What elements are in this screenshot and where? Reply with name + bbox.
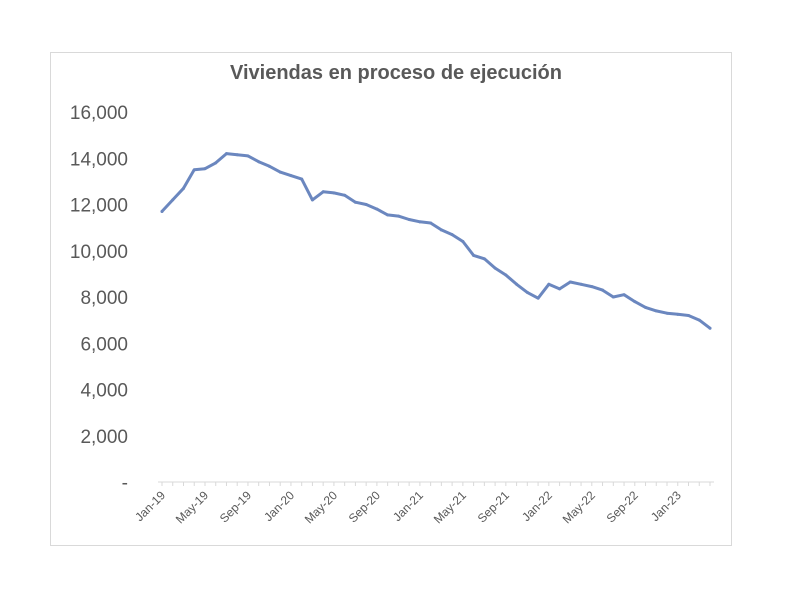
- data-point: [601, 288, 605, 292]
- data-point: [396, 214, 400, 218]
- data-point: [257, 160, 261, 164]
- y-tick-label: 6,000: [80, 334, 128, 355]
- data-point: [482, 257, 486, 261]
- x-tick-label: Jan-22: [519, 488, 555, 524]
- y-tick-label: 14,000: [70, 149, 128, 170]
- data-point: [160, 209, 164, 213]
- x-tick-label: Jan-23: [648, 488, 684, 524]
- data-point: [676, 312, 680, 316]
- data-point: [310, 198, 314, 202]
- x-tick-label: May-20: [302, 488, 340, 526]
- data-point: [461, 240, 465, 243]
- x-tick-label: May-19: [173, 488, 211, 526]
- y-tick-label: 2,000: [80, 427, 128, 448]
- x-tick-label: May-22: [560, 488, 598, 526]
- data-point: [278, 170, 282, 174]
- data-point: [633, 300, 637, 304]
- data-point: [644, 305, 648, 309]
- data-point: [493, 266, 497, 270]
- data-point: [654, 309, 658, 313]
- y-tick-label: 8,000: [80, 288, 128, 309]
- data-point: [450, 233, 454, 237]
- chart-title: Viviendas en proceso de ejecución: [230, 62, 562, 84]
- data-point: [181, 186, 185, 190]
- data-point: [267, 164, 271, 168]
- x-tick-label: Jan-20: [261, 488, 297, 524]
- data-point: [300, 177, 304, 181]
- data-point: [697, 318, 701, 322]
- data-point: [536, 296, 540, 300]
- data-point: [343, 193, 347, 197]
- data-point: [472, 253, 476, 257]
- data-point: [504, 273, 508, 277]
- x-tick-label: Sep-21: [475, 488, 512, 525]
- data-point: [590, 285, 594, 289]
- data-point: [289, 174, 293, 178]
- data-point: [364, 203, 368, 206]
- data-point: [429, 221, 433, 225]
- x-tick-label: Jan-19: [132, 488, 168, 524]
- data-point: [687, 314, 691, 317]
- data-point: [246, 154, 250, 158]
- data-point: [525, 290, 529, 294]
- y-axis: - 2,000 4,000 6,000 8,000 10,000 12,000 14,000 1…: [70, 103, 128, 494]
- data-point: [203, 167, 207, 171]
- x-tick-label: Sep-19: [217, 488, 254, 525]
- data-point: [665, 311, 669, 315]
- chart-frame: [50, 52, 732, 546]
- x-tick-label: May-21: [431, 488, 469, 526]
- x-tick-label: Jan-21: [390, 488, 426, 524]
- data-point: [353, 200, 357, 204]
- data-point: [214, 161, 218, 165]
- y-tick-label: 4,000: [80, 381, 128, 402]
- data-point: [611, 295, 615, 299]
- y-tick-label: 16,000: [70, 103, 128, 124]
- data-point: [386, 213, 390, 217]
- data-point: [439, 228, 443, 232]
- data-point: [171, 198, 175, 202]
- series-layer: [160, 152, 712, 330]
- data-point: [547, 282, 551, 286]
- y-tick-label: 12,000: [70, 196, 128, 217]
- data-point: [407, 218, 411, 222]
- data-point: [192, 168, 196, 172]
- x-tick-label: Sep-20: [346, 488, 383, 525]
- data-point: [375, 207, 379, 211]
- x-axis: Jan-19 May-19 Sep-19 Jan-20 May-20 Sep-20 Jan-…: [132, 481, 714, 526]
- data-point: [708, 326, 712, 330]
- x-tick-label: Sep-22: [604, 488, 641, 525]
- data-point: [332, 191, 336, 195]
- data-point: [558, 287, 562, 291]
- y-tick-label: -: [122, 473, 128, 494]
- data-point: [224, 152, 228, 156]
- data-point: [418, 220, 422, 224]
- y-tick-label: 10,000: [70, 242, 128, 263]
- data-point: [515, 282, 519, 286]
- series-line: [160, 152, 712, 330]
- data-point: [235, 153, 239, 157]
- data-point: [321, 190, 325, 194]
- data-point: [579, 282, 583, 286]
- data-point: [622, 293, 626, 297]
- data-point: [568, 280, 572, 284]
